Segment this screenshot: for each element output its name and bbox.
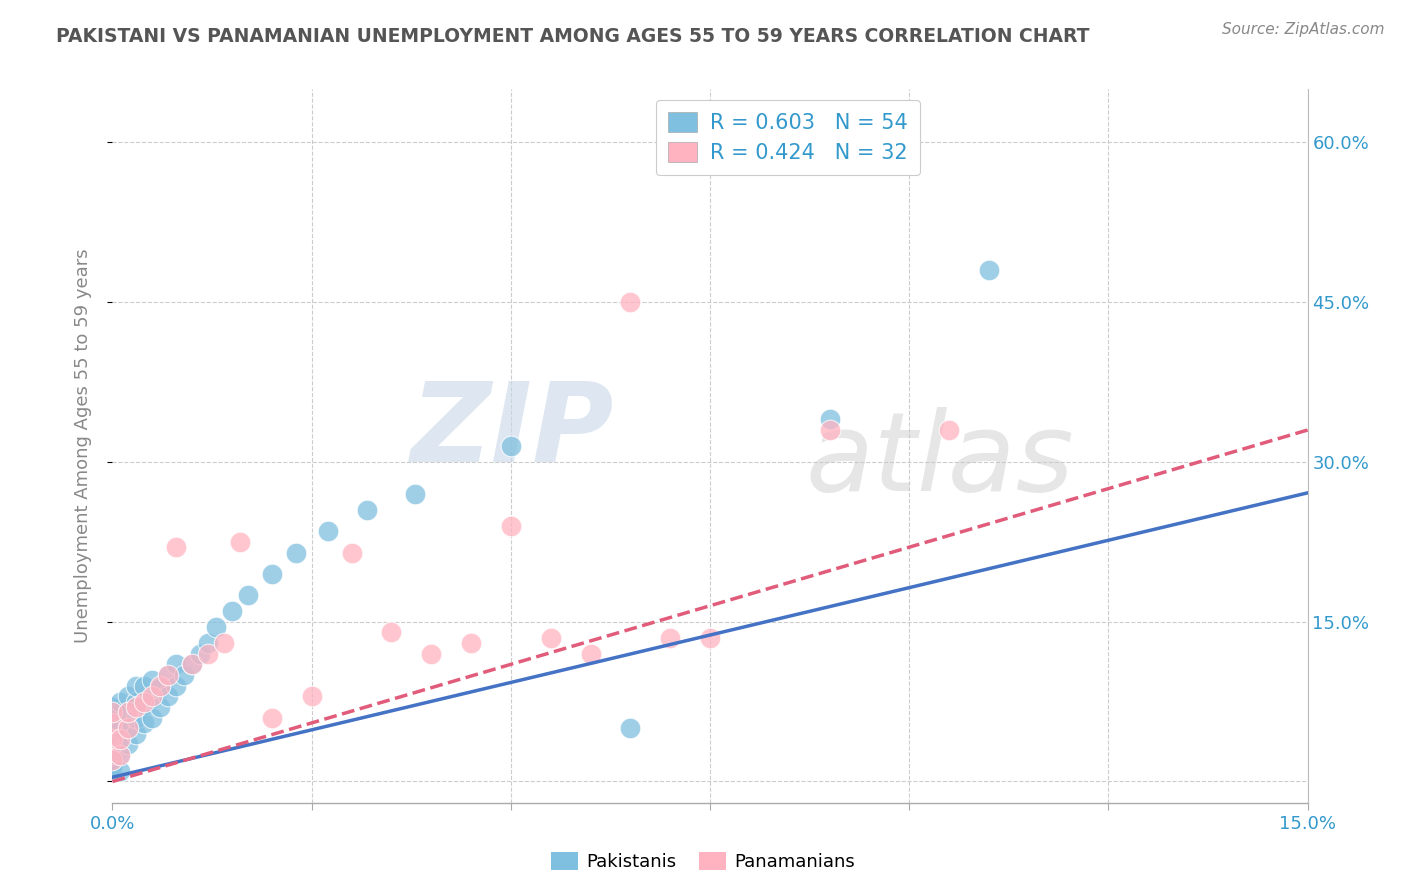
Point — [499, 439, 522, 453]
Point — [977, 263, 1000, 277]
Point — [101, 731, 124, 746]
Point — [134, 679, 156, 693]
Point — [236, 588, 259, 602]
Legend: Pakistanis, Panamanians: Pakistanis, Panamanians — [543, 846, 863, 879]
Point — [134, 715, 156, 730]
Point — [619, 721, 641, 735]
Point — [110, 734, 132, 748]
Point — [117, 690, 139, 704]
Point — [619, 295, 641, 310]
Point — [101, 706, 124, 720]
Point — [380, 625, 402, 640]
Point — [260, 566, 283, 581]
Point — [101, 747, 124, 762]
Text: PAKISTANI VS PANAMANIAN UNEMPLOYMENT AMONG AGES 55 TO 59 YEARS CORRELATION CHART: PAKISTANI VS PANAMANIAN UNEMPLOYMENT AMO… — [56, 27, 1090, 45]
Point — [101, 764, 124, 778]
Point — [110, 695, 132, 709]
Point — [173, 668, 195, 682]
Point — [149, 681, 172, 695]
Point — [404, 487, 426, 501]
Point — [110, 706, 132, 720]
Point — [125, 679, 148, 693]
Point — [125, 710, 148, 724]
Point — [101, 710, 124, 724]
Point — [117, 721, 139, 735]
Point — [134, 695, 156, 709]
Point — [101, 758, 124, 772]
Point — [699, 631, 721, 645]
Point — [149, 700, 172, 714]
Point — [818, 423, 841, 437]
Point — [101, 734, 124, 748]
Point — [141, 690, 163, 704]
Point — [110, 721, 132, 735]
Point — [188, 647, 211, 661]
Point — [165, 657, 187, 672]
Point — [818, 412, 841, 426]
Legend: R = 0.603   N = 54, R = 0.424   N = 32: R = 0.603 N = 54, R = 0.424 N = 32 — [655, 100, 920, 175]
Text: Source: ZipAtlas.com: Source: ZipAtlas.com — [1222, 22, 1385, 37]
Point — [197, 647, 219, 661]
Point — [197, 636, 219, 650]
Point — [260, 710, 283, 724]
Point — [340, 545, 363, 559]
Y-axis label: Unemployment Among Ages 55 to 59 years: Unemployment Among Ages 55 to 59 years — [73, 249, 91, 643]
Point — [101, 742, 124, 756]
Point — [149, 679, 172, 693]
Point — [141, 673, 163, 688]
Point — [117, 721, 139, 735]
Point — [157, 668, 180, 682]
Point — [141, 691, 163, 706]
Point — [540, 631, 562, 645]
Point — [579, 647, 602, 661]
Point — [101, 715, 124, 730]
Point — [141, 710, 163, 724]
Point — [117, 737, 139, 751]
Point — [460, 636, 482, 650]
Point — [420, 647, 443, 661]
Point — [101, 700, 124, 714]
Point — [101, 726, 124, 740]
Point — [356, 503, 378, 517]
Point — [499, 519, 522, 533]
Point — [110, 731, 132, 746]
Point — [284, 545, 307, 559]
Point — [165, 679, 187, 693]
Point — [110, 764, 132, 778]
Point — [125, 700, 148, 714]
Point — [125, 695, 148, 709]
Point — [301, 690, 323, 704]
Point — [221, 604, 243, 618]
Point — [110, 747, 132, 762]
Point — [110, 747, 132, 762]
Point — [101, 753, 124, 767]
Point — [101, 715, 124, 730]
Point — [205, 620, 228, 634]
Text: atlas: atlas — [806, 407, 1074, 514]
Point — [659, 631, 682, 645]
Point — [165, 540, 187, 554]
Point — [101, 753, 124, 767]
Point — [316, 524, 339, 539]
Point — [181, 657, 204, 672]
Point — [125, 726, 148, 740]
Point — [157, 690, 180, 704]
Point — [938, 423, 960, 437]
Point — [101, 721, 124, 735]
Point — [117, 706, 139, 720]
Point — [101, 706, 124, 720]
Point — [157, 668, 180, 682]
Point — [117, 706, 139, 720]
Point — [181, 657, 204, 672]
Point — [229, 534, 252, 549]
Point — [212, 636, 235, 650]
Point — [134, 698, 156, 712]
Text: ZIP: ZIP — [411, 378, 614, 485]
